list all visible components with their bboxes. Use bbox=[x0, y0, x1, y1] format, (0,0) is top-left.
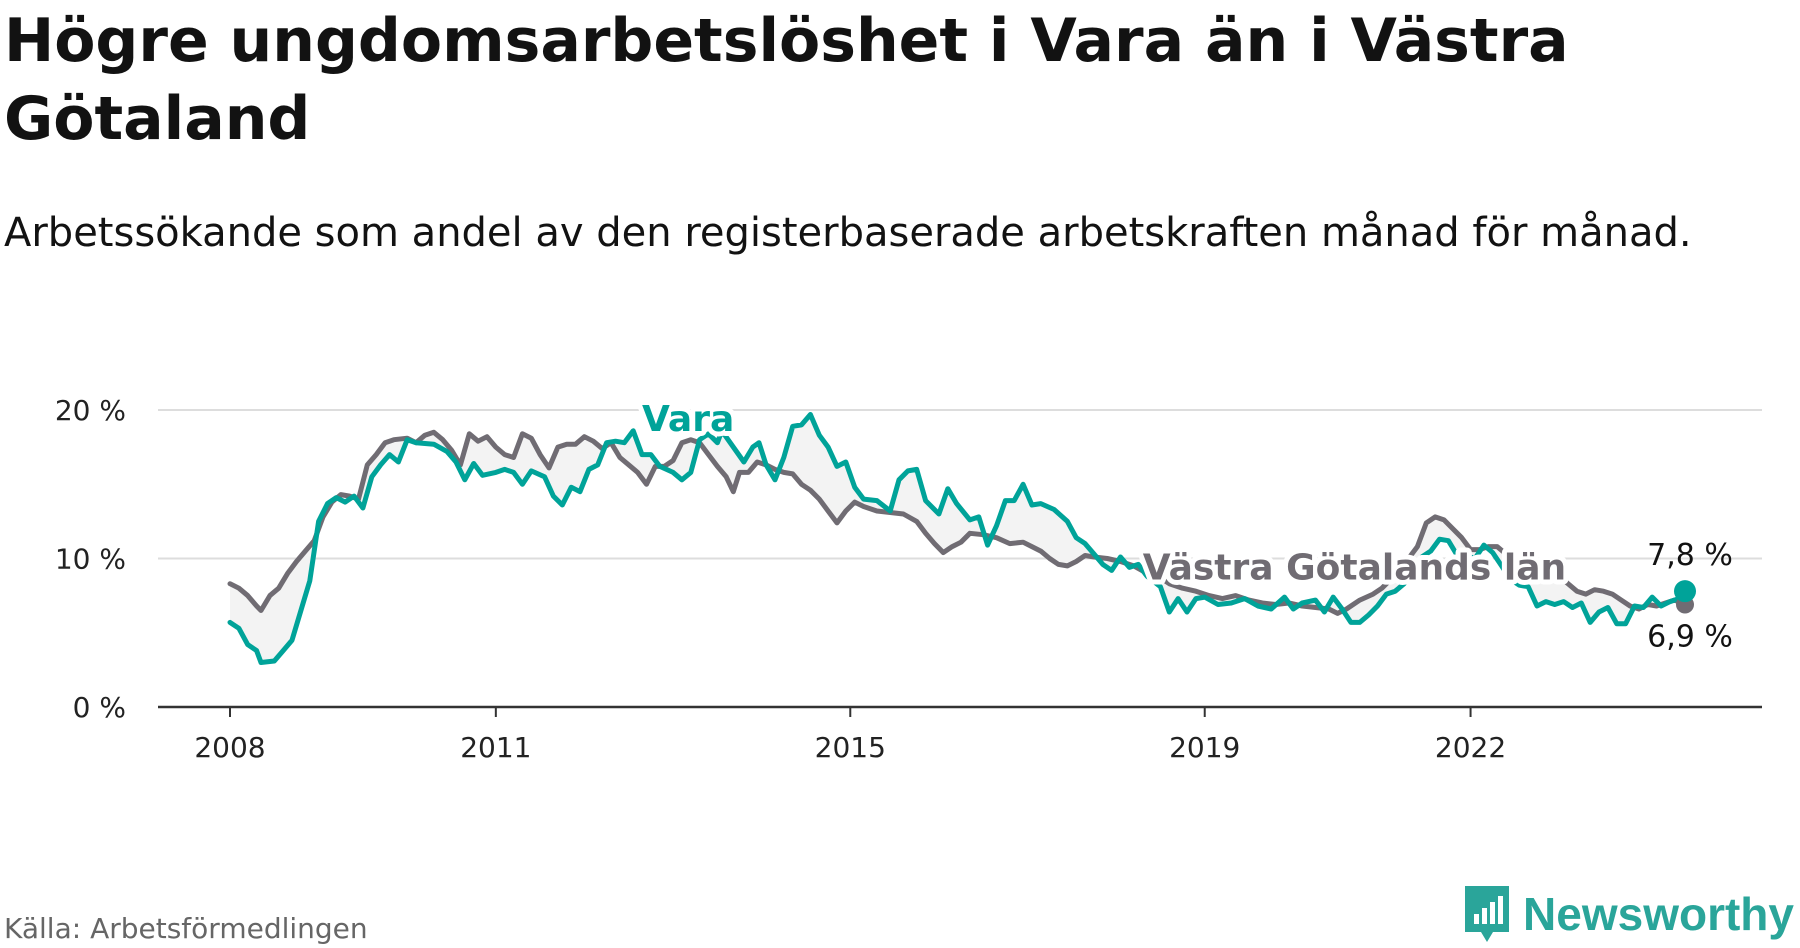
series-line-lan bbox=[227, 429, 1688, 616]
y-tick-label: 0 % bbox=[73, 691, 126, 724]
x-tick-label: 2022 bbox=[1435, 731, 1506, 764]
end-label-lan: 6,9 % bbox=[1647, 620, 1733, 655]
series-label-vara-halo: Vara bbox=[642, 399, 734, 440]
series-label-lan-halo: Västra Götalands län bbox=[1143, 547, 1566, 588]
axes: 0 % 10 % 20 % 2008 2011 2015 2019 2022 bbox=[55, 394, 1762, 764]
series-label-vara: Vara bbox=[642, 399, 734, 440]
series-line-vara bbox=[227, 412, 1688, 665]
x-tick-label: 2008 bbox=[194, 731, 265, 764]
series-end-point-vara bbox=[1674, 580, 1696, 603]
x-tick-label: 2019 bbox=[1169, 731, 1240, 764]
series-lines bbox=[227, 412, 1696, 665]
y-tick-label: 20 % bbox=[55, 394, 126, 427]
source-note: Källa: Arbetsförmedlingen bbox=[4, 912, 368, 945]
brand-name: Newsworthy bbox=[1523, 888, 1794, 940]
y-tick-label: 10 % bbox=[55, 543, 126, 576]
brand-logo[interactable]: Newsworthy bbox=[1463, 884, 1794, 944]
series-gap-area bbox=[230, 414, 1685, 663]
gap-fill bbox=[230, 414, 1685, 663]
newsworthy-logo-icon bbox=[1465, 886, 1510, 942]
end-label-vara: 7,8 % bbox=[1647, 538, 1733, 573]
x-tick-label: 2011 bbox=[460, 731, 531, 764]
x-tick-label: 2015 bbox=[815, 731, 886, 764]
chart-subtitle: Arbetssökande som andel av den registerb… bbox=[4, 210, 1692, 256]
chart-title: Högre ungdomsarbetslöshet i Vara än i Vä… bbox=[4, 6, 1569, 154]
series-label-lan: Västra Götalands län bbox=[1143, 547, 1566, 588]
